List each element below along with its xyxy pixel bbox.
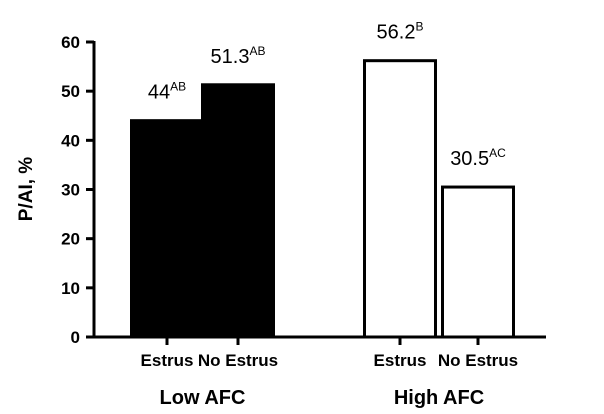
bar [130,119,204,339]
data-label: 56.2B [377,20,424,44]
y-tick-label: 0 [71,328,80,347]
data-label: 44AB [148,80,186,104]
y-tick-label: 40 [61,131,80,150]
data-label: 30.5AC [450,146,506,170]
y-tick-label: 60 [61,33,80,52]
group-label: Low AFC [160,387,246,409]
x-category-label: Estrus [374,351,427,370]
bar [441,185,515,339]
data-label: 51.3AB [211,44,266,68]
group-label: High AFC [394,387,484,409]
bar [201,83,275,339]
y-axis-label: P/AI, % [16,157,37,222]
x-category-label: No Estrus [198,351,278,370]
y-tick-label: 50 [61,82,80,101]
y-tick-label: 30 [61,181,80,200]
bar [363,59,437,339]
x-category-label: Estrus [141,351,194,370]
data-labels: 44AB 51.3AB 56.2B 30.5AC [148,20,506,170]
y-tick-label: 10 [61,279,80,298]
x-category-label: No Estrus [438,351,518,370]
bars [130,59,515,339]
y-tick-label: 20 [61,230,80,249]
